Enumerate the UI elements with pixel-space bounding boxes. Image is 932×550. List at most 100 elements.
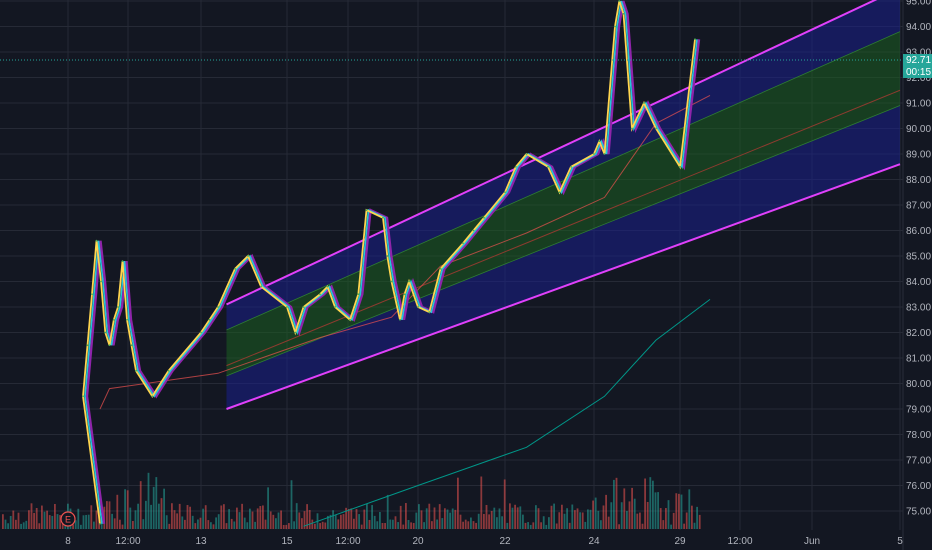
y-tick-label: 94.00 [906, 22, 931, 33]
volume-bar [415, 512, 418, 529]
volume-bar [126, 490, 129, 529]
volume-bar [360, 524, 363, 529]
x-tick-label: 20 [412, 536, 424, 547]
volume-bar [503, 479, 506, 529]
volume-bar [581, 512, 584, 529]
volume-bar [425, 508, 428, 529]
volume-bar [652, 480, 654, 529]
volume-bar [553, 503, 555, 529]
volume-bar [550, 505, 553, 529]
channel-upper-line[interactable] [226, 0, 901, 306]
price-point [260, 285, 262, 288]
volume-bar [87, 514, 90, 529]
volume-bar [28, 510, 30, 529]
price-point [86, 344, 89, 347]
volume-bar [119, 519, 121, 529]
y-tick-label: 84.00 [906, 277, 931, 288]
price-point [439, 267, 442, 270]
price-point [349, 318, 351, 321]
volume-bar [657, 492, 659, 529]
y-tick-label: 95.00 [906, 0, 931, 8]
volume-bar [233, 521, 236, 529]
volume-bar [579, 512, 581, 529]
volume-bar [264, 519, 267, 529]
volume-bar [306, 504, 308, 529]
price-point [151, 395, 154, 398]
volume-bar [501, 516, 503, 529]
volume-bar [215, 517, 217, 529]
y-tick-label: 78.00 [906, 430, 931, 441]
volume-bar [511, 507, 514, 529]
y-tick-label: 86.00 [906, 226, 931, 237]
volume-bar [477, 513, 480, 529]
y-tick-label: 89.00 [906, 150, 931, 161]
long-ma-line [303, 299, 711, 527]
volume-bar [108, 501, 111, 529]
volume-bars [2, 472, 701, 529]
price-point [462, 242, 464, 245]
channel-upper-inner-line[interactable] [226, 31, 901, 331]
volume-bar [371, 505, 373, 529]
volume-bar [475, 522, 477, 529]
volume-bar [389, 519, 392, 529]
x-tick-label: 22 [499, 536, 511, 547]
price-point [326, 285, 329, 288]
volume-bar [124, 489, 126, 529]
volume-bar [615, 477, 618, 529]
volume-bar [2, 514, 4, 529]
volume-bar [368, 519, 371, 529]
volume-bar [246, 522, 249, 529]
price-point [525, 153, 528, 155]
volume-bar [358, 514, 360, 529]
volume-bar [243, 517, 246, 529]
volume-bar [384, 523, 386, 529]
price-point [386, 255, 389, 257]
volume-bar [670, 524, 672, 529]
volume-bar [238, 512, 241, 529]
x-tick-label: 29 [674, 536, 686, 547]
volume-bar [207, 520, 210, 529]
volume-bar [698, 514, 701, 529]
x-tick-label: 12:00 [115, 536, 140, 547]
volume-bar [12, 510, 15, 529]
volume-bar [555, 523, 558, 529]
volume-bar [147, 472, 150, 529]
volume-bar [626, 510, 628, 529]
volume-bar [527, 522, 529, 529]
earnings-event-marker[interactable] [60, 511, 76, 527]
volume-bar [592, 500, 594, 529]
x-tick-label: 15 [281, 536, 293, 547]
volume-bar [106, 501, 108, 529]
volume-bar [342, 514, 345, 529]
channel-lower-inner-line[interactable] [226, 105, 901, 377]
volume-bar [129, 507, 132, 529]
volume-bar [584, 521, 587, 529]
last-price-badge [903, 54, 932, 66]
price-point [135, 369, 137, 372]
time-axis[interactable]: 8 12:00 13 15 12:00 20 22 24 29 12:00 Jun 5 [65, 536, 903, 547]
volume-bar [43, 511, 46, 529]
channel-midline[interactable] [226, 89, 901, 367]
volume-bar [696, 506, 698, 529]
volume-bar [454, 509, 457, 529]
volume-bar [496, 517, 498, 529]
volume-bar [311, 519, 314, 529]
volume-bar [275, 518, 277, 529]
volume-bar [152, 486, 155, 529]
y-tick-label: 83.00 [906, 303, 931, 314]
price-axis[interactable]: 75.00 76.00 77.00 78.00 79.00 80.00 81.00 82.00… [902, 0, 931, 550]
volume-bar [82, 515, 85, 529]
volume-bar [467, 521, 470, 529]
volume-bar [563, 513, 566, 529]
volume-bar [509, 503, 511, 529]
volume-bar [150, 504, 152, 529]
volume-bar [59, 515, 61, 529]
price-point [694, 38, 696, 41]
volume-bar [158, 503, 160, 529]
price-point [390, 280, 393, 283]
volume-bar [80, 524, 82, 529]
channel-lower-line[interactable] [226, 163, 901, 410]
volume-bar [441, 518, 444, 529]
volume-bar [506, 522, 509, 529]
